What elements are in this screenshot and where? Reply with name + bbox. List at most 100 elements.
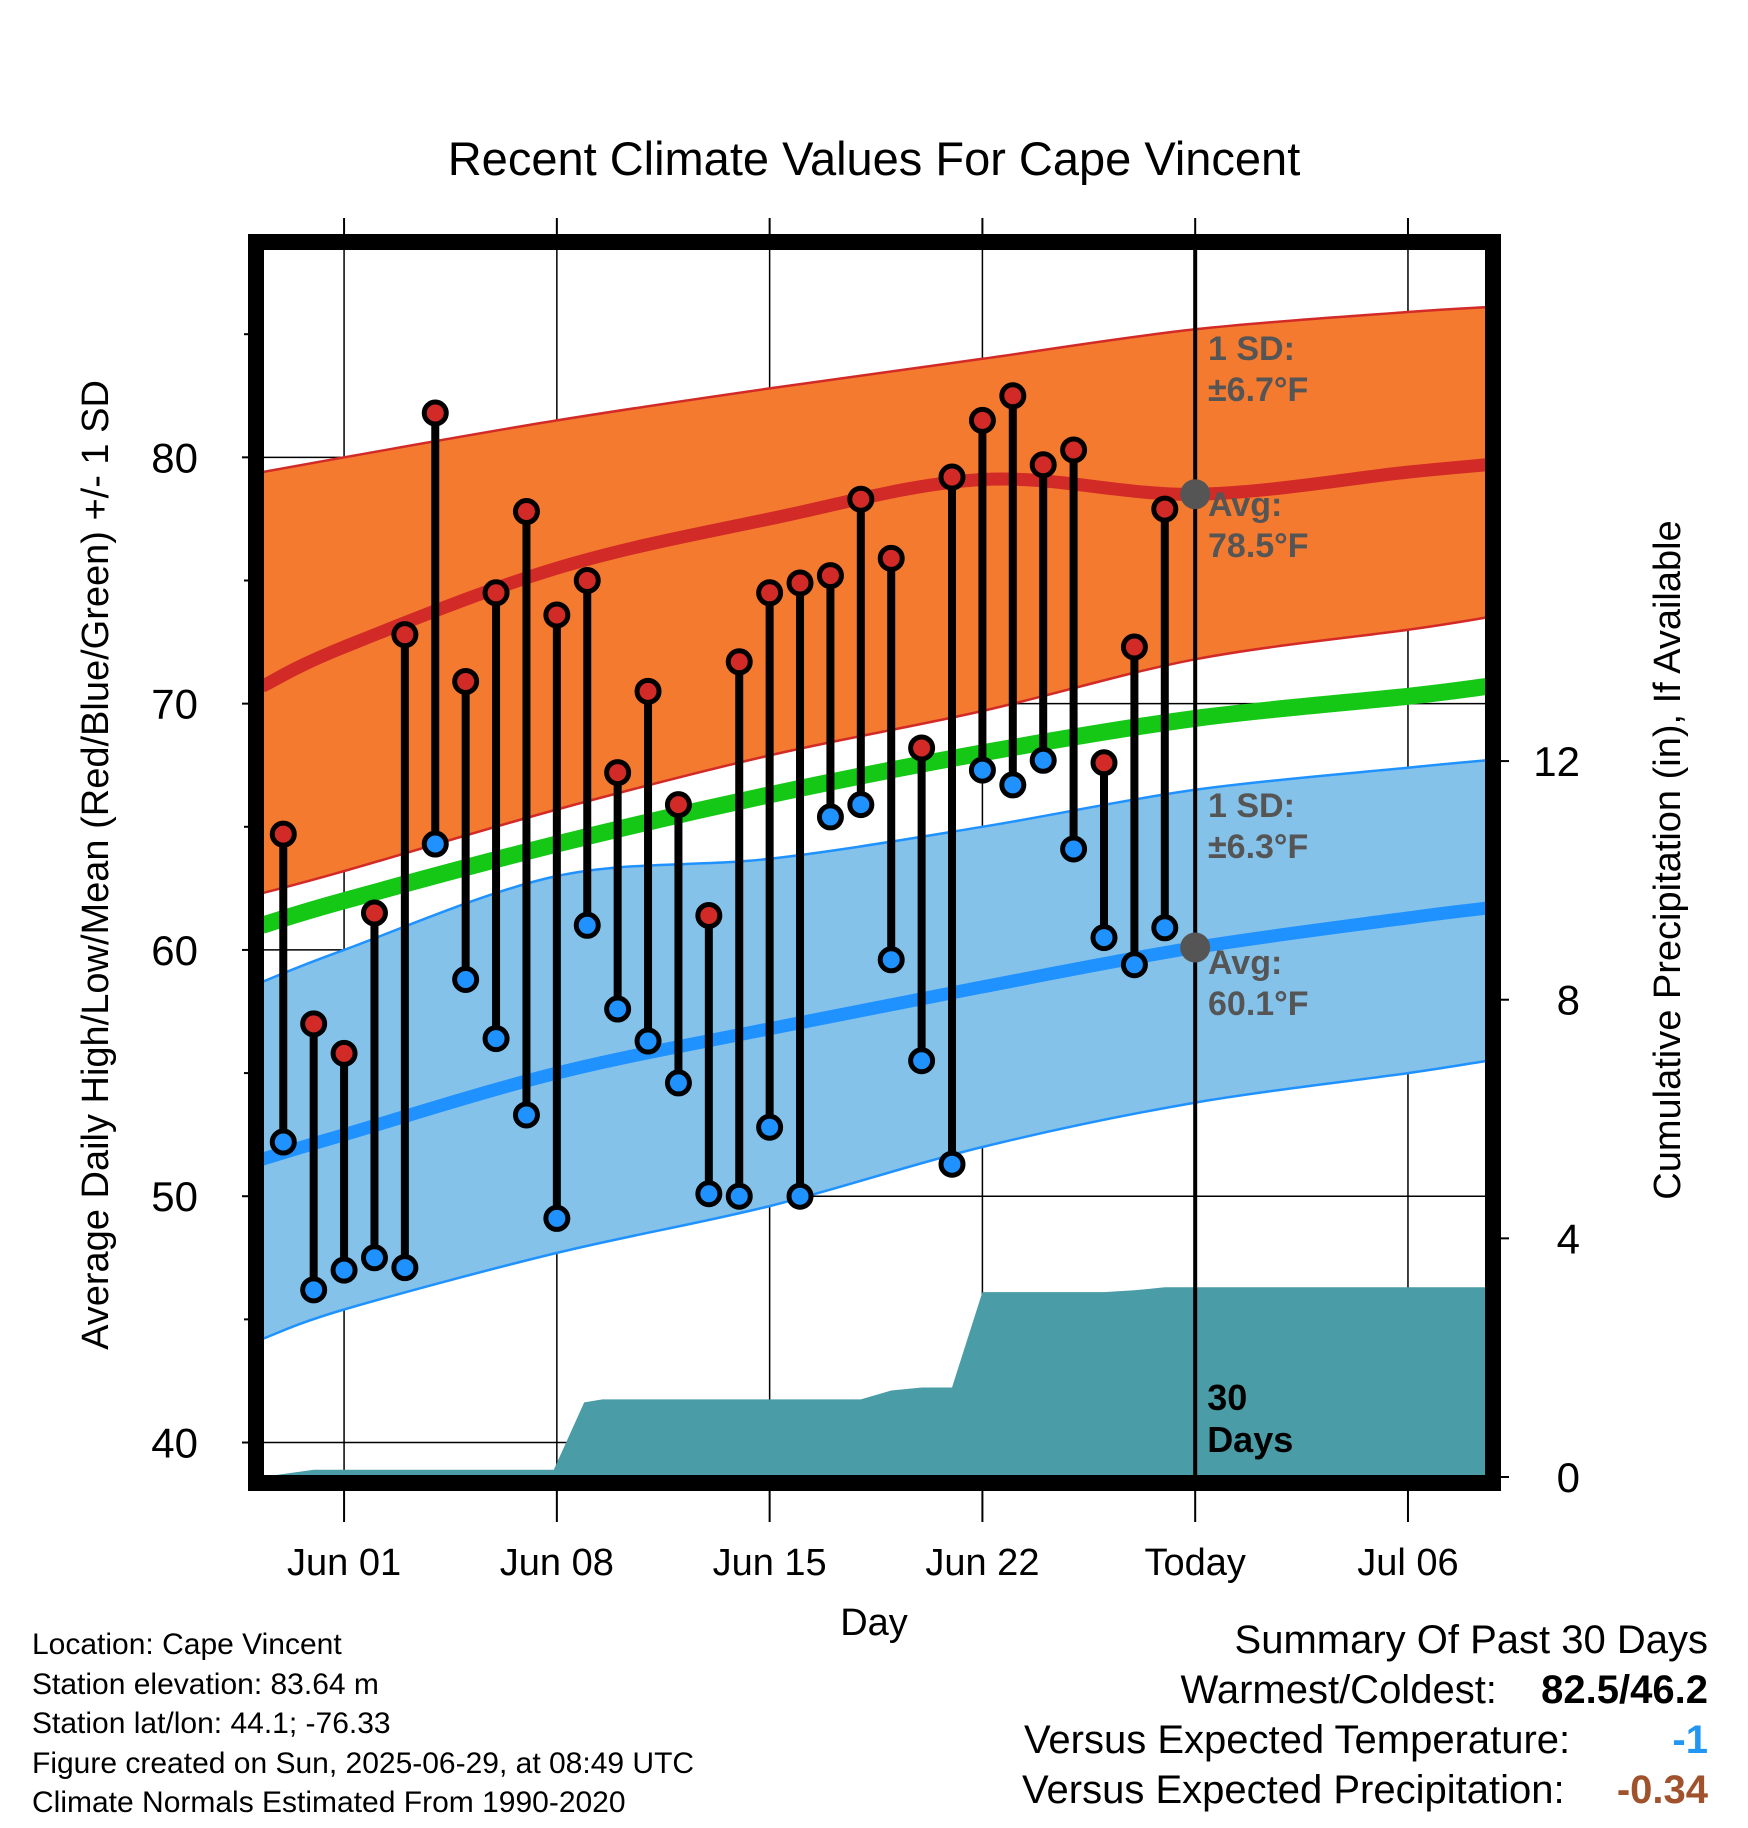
daily-high-point	[452, 667, 480, 695]
daily-dots	[269, 382, 1211, 1304]
daily-low-point	[877, 946, 905, 974]
daily-high-point	[908, 734, 936, 762]
daily-high-point	[938, 463, 966, 491]
daily-high-point	[756, 579, 784, 607]
precip-area	[262, 1287, 1487, 1477]
y-tick-label: 70	[151, 681, 198, 728]
daily-low-point	[999, 771, 1027, 799]
daily-low-point	[756, 1113, 784, 1141]
today-high-average-marker	[1180, 479, 1211, 510]
footer-location: Location: Cape Vincent	[32, 1628, 342, 1661]
daily-low-point	[634, 1027, 662, 1055]
daily-low-point	[482, 1025, 510, 1053]
daily-high-point	[1151, 495, 1179, 523]
daily-high-point	[300, 1010, 328, 1038]
daily-high-point	[695, 901, 723, 929]
daily-low-point	[908, 1047, 936, 1075]
daily-low-point	[695, 1180, 723, 1208]
daily-high-point	[1120, 633, 1148, 661]
daily-high-point	[269, 820, 297, 848]
footer-normals: Climate Normals Estimated From 1990-2020	[32, 1786, 626, 1819]
x-tick-label: Today	[1144, 1542, 1245, 1584]
y2-tick-label: 8	[1557, 977, 1580, 1024]
summary-temp: Versus Expected Temperature: -1	[1024, 1718, 1708, 1763]
daily-low-point	[360, 1244, 388, 1272]
daily-high-point	[604, 759, 632, 787]
daily-high-point	[360, 899, 388, 927]
daily-low-point	[330, 1256, 358, 1284]
daily-high-point	[847, 485, 875, 513]
daily-high-point	[816, 562, 844, 590]
daily-low-point	[573, 911, 601, 939]
plot-frame	[248, 234, 1501, 1491]
daily-high-point	[1060, 436, 1088, 464]
footer-created: Figure created on Sun, 2025-06-29, at 08…	[32, 1747, 695, 1780]
daily-high-point	[391, 621, 419, 649]
daily-low-point	[1151, 914, 1179, 942]
daily-low-point	[816, 803, 844, 831]
daily-high-point	[573, 566, 601, 594]
summary-heading: Summary Of Past 30 Days	[1234, 1618, 1708, 1662]
summary-precip: Versus Expected Precipitation: -0.34	[1022, 1768, 1708, 1813]
today-days-label: 30 Days	[1207, 1377, 1293, 1460]
x-tick-label: Jun 15	[713, 1542, 827, 1584]
summary-temp-value: -1	[1672, 1718, 1708, 1762]
chart-title: Recent Climate Values For Cape Vincent	[448, 132, 1301, 185]
daily-high-point	[877, 544, 905, 572]
y2-tick-label: 0	[1557, 1454, 1580, 1501]
daily-low-point	[1090, 924, 1118, 952]
daily-low-point	[452, 965, 480, 993]
y-tick-label: 80	[151, 434, 198, 481]
daily-high-point	[421, 399, 449, 427]
annotation-low-line: 1 SD:	[1208, 787, 1295, 825]
annotation-high-line: Avg:	[1208, 486, 1282, 524]
x-tick-label: Jul 06	[1357, 1542, 1458, 1584]
daily-high-point	[664, 791, 692, 819]
daily-low-point	[300, 1276, 328, 1304]
x-axis-label: Day	[840, 1602, 908, 1644]
daily-high-point	[330, 1039, 358, 1067]
daily-high-point	[512, 498, 540, 526]
daily-low-point	[1120, 951, 1148, 979]
annotation-high-line: 78.5°F	[1208, 527, 1309, 565]
today-low-average-marker	[1180, 932, 1211, 963]
annotation-low-line: Avg:	[1208, 944, 1282, 982]
low-sd-lower-edge	[262, 1059, 1487, 1341]
daily-high-point	[725, 648, 753, 676]
normal-bands	[262, 305, 1487, 1341]
daily-low-point	[604, 995, 632, 1023]
annotation-high-line: ±6.7°F	[1208, 371, 1308, 409]
y-tick-label: 40	[151, 1420, 198, 1467]
daily-high-point	[543, 601, 571, 629]
daily-low-point	[543, 1204, 571, 1232]
daily-low-point	[938, 1150, 966, 1178]
summary-temp-label: Versus Expected Temperature:	[1023, 1718, 1571, 1762]
daily-low-point	[786, 1182, 814, 1210]
daily-low-point	[512, 1101, 540, 1129]
y2-tick-label: 4	[1557, 1215, 1580, 1262]
summary-warm-cold: Warmest/Coldest: 82.5/46.2	[1181, 1668, 1708, 1713]
today-days-label-line: 30	[1207, 1377, 1247, 1418]
high-sd-band	[262, 307, 1487, 894]
summary-warm-cold-label: Warmest/Coldest:	[1180, 1668, 1497, 1712]
y-tick-label: 60	[151, 927, 198, 974]
daily-high-point	[1029, 451, 1057, 479]
footer-elevation: Station elevation: 83.64 m	[32, 1668, 379, 1701]
y2-tick-label: 12	[1533, 738, 1580, 785]
daily-high-point	[1090, 749, 1118, 777]
axes: 40 50 60 70 80 0 4 8 12 Jun 01 Jun 08 Jun 15 Jun 22 T…	[151, 218, 1580, 1584]
x-tick-label: Jun 22	[925, 1542, 1039, 1584]
x-tick-label: Jun 01	[287, 1542, 401, 1584]
daily-low-point	[421, 830, 449, 858]
daily-low-point	[1029, 746, 1057, 774]
daily-high-point	[968, 406, 996, 434]
daily-low-point	[1060, 835, 1088, 863]
daily-high-point	[786, 569, 814, 597]
summary-precip-value: -0.34	[1616, 1768, 1708, 1812]
daily-low-point	[391, 1254, 419, 1282]
plot-border	[248, 234, 1501, 1491]
low-sd-band	[262, 760, 1487, 1340]
daily-stems	[279, 395, 1169, 1290]
